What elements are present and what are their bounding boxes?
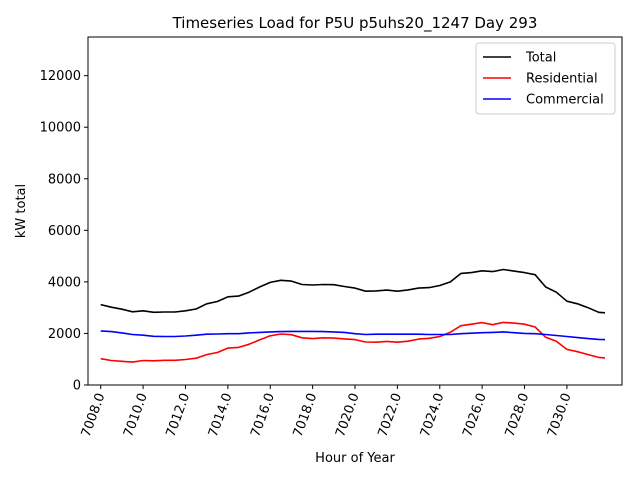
y-tick-label: 12000	[40, 69, 81, 84]
y-tick-label: 8000	[48, 172, 81, 187]
legend-label-commercial: Commercial	[526, 93, 604, 108]
y-axis-label: kW total	[14, 184, 29, 238]
y-tick-label: 4000	[48, 275, 81, 290]
series-line-total	[100, 268, 606, 314]
y-tick-label: 10000	[40, 121, 81, 136]
y-tick-label: 0	[73, 379, 81, 394]
chart-title: Timeseries Load for P5U p5uhs20_1247 Day…	[172, 14, 538, 33]
y-tick-label: 2000	[48, 327, 81, 342]
legend-box	[475, 42, 616, 115]
legend-label-total: Total	[525, 51, 556, 66]
y-axis: 0 2000 4000 6000 8000 10000 12000	[40, 69, 88, 394]
y-tick-label: 6000	[48, 224, 81, 239]
legend-label-residential: Residential	[526, 72, 598, 87]
series-layer	[100, 268, 606, 363]
legend: Total Residential Commercial	[475, 42, 616, 115]
series-line-commercial	[100, 330, 606, 341]
series-line-residential	[100, 321, 606, 363]
x-axis-label: Hour of Year	[315, 451, 395, 466]
